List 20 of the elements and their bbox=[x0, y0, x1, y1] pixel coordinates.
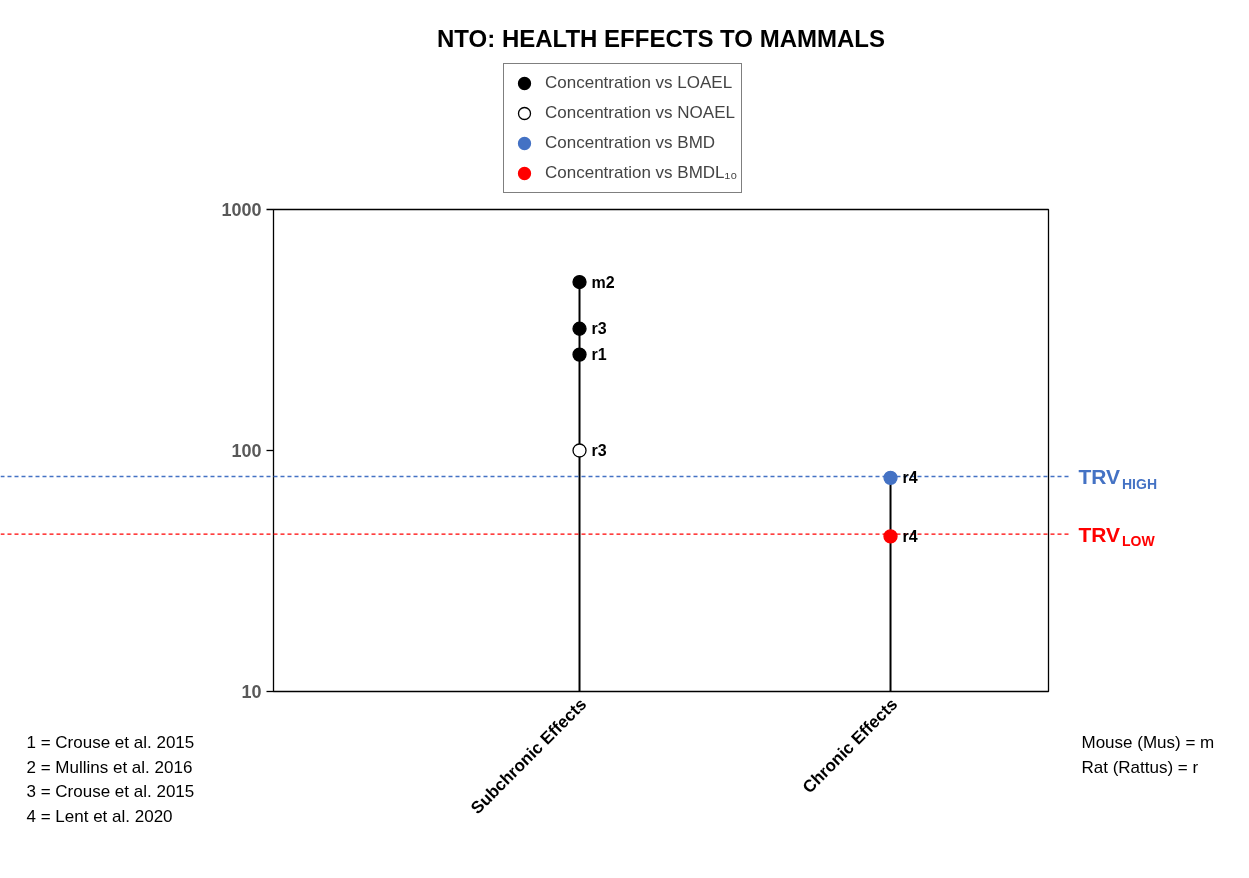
data-label: r3 bbox=[591, 320, 607, 338]
legend-label: Concentration vs BMDL₁₀ bbox=[545, 163, 738, 183]
chart-title: NTO: HEALTH EFFECTS TO MAMMALS bbox=[437, 25, 885, 52]
y-tick-label: 100 bbox=[231, 441, 262, 461]
legend-label: Concentration vs BMD bbox=[545, 133, 716, 153]
legend-label: Concentration vs NOAEL bbox=[545, 103, 735, 123]
y-tick-label: 10 bbox=[241, 682, 262, 702]
text: Rat (Rattus) = r bbox=[1081, 757, 1199, 777]
text: 2 = Mullins et al. 2016 bbox=[26, 757, 193, 777]
text: 1 = Crouse et al. 2015 bbox=[26, 733, 195, 752]
data-label: r1 bbox=[591, 346, 607, 364]
text: 3 = Crouse et al. 2015 bbox=[26, 782, 195, 801]
data-label: m2 bbox=[591, 273, 615, 291]
text: 4 = Lent et al. 2020 bbox=[26, 806, 173, 826]
y-tick-label: 1000 bbox=[221, 200, 262, 220]
legend-label: Concentration vs LOAEL bbox=[545, 73, 733, 93]
data-label: r3 bbox=[591, 442, 607, 459]
data-label: r4 bbox=[902, 527, 918, 545]
data-label: r4 bbox=[902, 469, 918, 487]
text: Mouse (Mus) = m bbox=[1081, 733, 1215, 752]
